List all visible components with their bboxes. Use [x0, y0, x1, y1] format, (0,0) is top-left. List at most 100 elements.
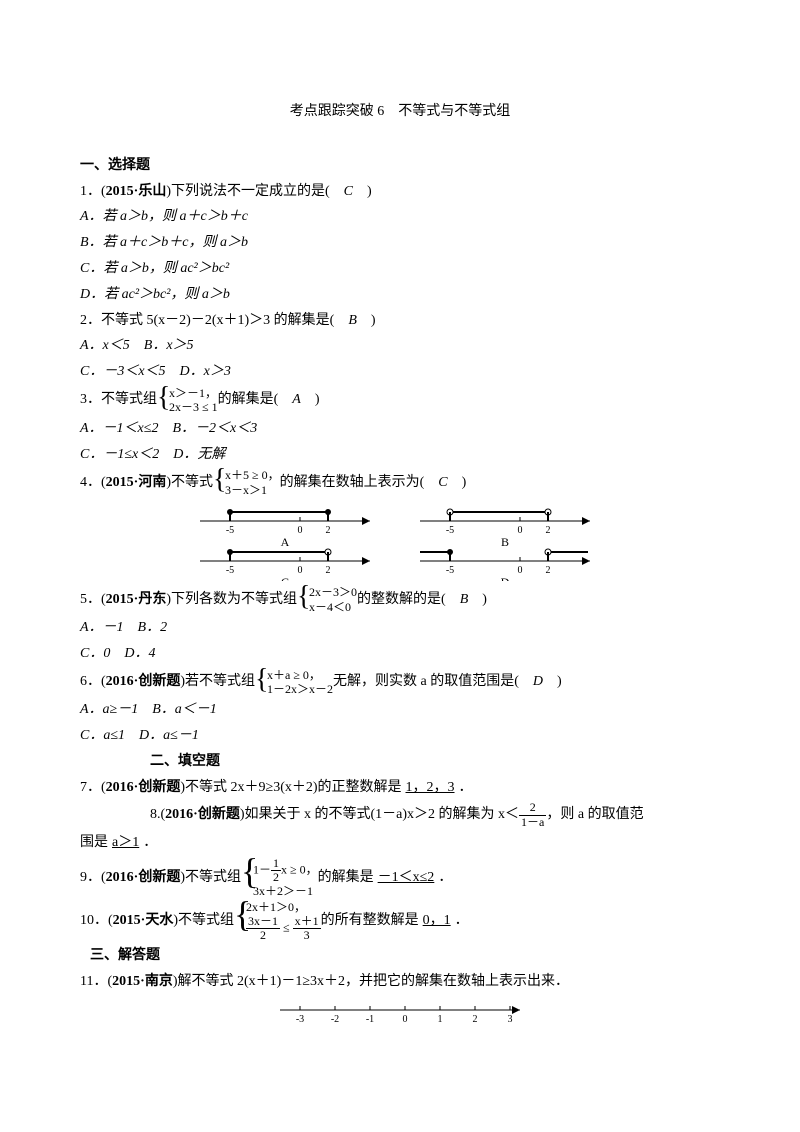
- section-2-heading: 二、填空题: [80, 750, 720, 774]
- q9-l1b: x ≥ 0，: [281, 862, 318, 876]
- svg-text:2: 2: [473, 1014, 478, 1025]
- q11-source: 2015·南京: [112, 974, 173, 989]
- q7-source: 2016·创新题: [106, 780, 181, 795]
- q10-stem-pre: 10．(: [80, 909, 113, 933]
- q11-number-line: -3 -2 -1 0 1 2 3: [80, 998, 720, 1028]
- svg-text:0: 0: [298, 525, 303, 536]
- q3-stem-pre: 3．不等式组: [80, 388, 157, 412]
- q5-options-cd: C．0 D．4: [80, 642, 720, 666]
- q4-label-b: B: [501, 535, 509, 549]
- svg-text:3: 3: [508, 1014, 513, 1025]
- q10-answer: 0，1: [419, 909, 455, 933]
- q6-source: 2016·创新题: [106, 670, 181, 694]
- q6-stem-post: 无解，则实数 a 的取值范围是(: [333, 670, 533, 694]
- question-8: 8.(2016·创新题)如果关于 x 的不等式(1－a)x＞2 的解集为 x＜2…: [80, 801, 720, 828]
- question-8-line2: 围是a＞1．: [80, 831, 720, 855]
- q5-stem-mid: )下列各数为不等式组: [166, 588, 297, 612]
- q2-stem-end: ): [357, 313, 376, 328]
- q8-stem-pre: 8.(: [150, 803, 165, 827]
- q7-answer: 1，2，3: [402, 780, 459, 795]
- q6-line1: x＋a ≥ 0，: [267, 668, 333, 682]
- q5-options-ab: A．－1 B．2: [80, 616, 720, 640]
- q4-number-lines: -5 0 2 A -5 0 2 B -5 0 2: [80, 501, 720, 581]
- q8-end: ．: [143, 835, 157, 850]
- q10-l2b-den: 3: [293, 929, 321, 942]
- q1-option-b: B．若 a＋c＞b＋c，则 a＞b: [80, 231, 720, 255]
- q10-l2a-den: 2: [246, 929, 280, 942]
- svg-text:1: 1: [438, 1014, 443, 1025]
- q6-stem-end: ): [543, 670, 562, 694]
- q1-source: 2015·乐山: [106, 184, 167, 199]
- q9-line2: 3x＋2＞－1: [253, 884, 318, 898]
- q8-line2-pre: 围是: [80, 835, 108, 850]
- q2-stem: 2．不等式 5(x－2)－2(x＋1)＞3 的解集是(: [80, 313, 348, 328]
- q4-stem-mid: )不等式: [166, 471, 213, 495]
- svg-text:2: 2: [326, 565, 331, 576]
- q11-numberline-svg: -3 -2 -1 0 1 2 3: [270, 998, 530, 1028]
- q4-source: 2015·河南: [106, 471, 167, 495]
- q8-frac-den: 1－a: [519, 816, 546, 829]
- q8-answer: a＞1: [108, 835, 143, 850]
- q9-system: 1－12x ≥ 0， 3x＋2＞－1: [241, 857, 318, 899]
- page-title: 考点跟踪突破 6 不等式与不等式组: [80, 100, 720, 124]
- q9-l1-den: 2: [271, 871, 281, 884]
- q1-option-c: C．若 a＞b，则 ac²＞bc²: [80, 257, 720, 281]
- q4-label-a: A: [281, 535, 290, 549]
- question-3: 3．不等式组 x＞－1， 2x－3 ≤ 1 的解集是( A ): [80, 386, 720, 415]
- q8-stem-mid2: ，则 a 的取值范: [546, 803, 643, 827]
- q1-option-a: A．若 a＞b，则 a＋c＞b＋c: [80, 205, 720, 229]
- q1-stem-pre: 1．(: [80, 184, 106, 199]
- question-10: 10．(2015·天水)不等式组 2x＋1＞0， 3x－12 ≤ x＋13 的所…: [80, 900, 720, 942]
- q1-stem-end: ): [353, 184, 372, 199]
- q1-answer: C: [344, 184, 353, 199]
- q10-stem-post: 的所有整数解是: [321, 909, 419, 933]
- svg-text:-2: -2: [331, 1014, 339, 1025]
- svg-text:0: 0: [298, 565, 303, 576]
- q8-stem-mid1: )如果关于 x 的不等式(1－a)x＞2 的解集为 x＜: [240, 803, 519, 827]
- svg-text:-5: -5: [446, 525, 454, 536]
- q3-options-cd: C．－1≤x＜2 D．无解: [80, 443, 720, 467]
- q5-system: 2x－3＞0 x－4＜0: [297, 585, 357, 614]
- q11-stem-post: )解不等式 2(x＋1)－1≥3x＋2，并把它的解集在数轴上表示出来．: [173, 974, 569, 989]
- q10-stem-mid: )不等式组: [173, 909, 234, 933]
- section-3-heading: 三、解答题: [80, 944, 720, 968]
- q6-line2: 1－2x＞x－2: [267, 682, 333, 696]
- q4-numberline-svg: -5 0 2 A -5 0 2 B -5 0 2: [190, 501, 610, 581]
- q4-answer: C: [438, 471, 447, 495]
- q8-source: 2016·创新题: [165, 803, 240, 827]
- q4-stem-pre: 4．(: [80, 471, 106, 495]
- q6-stem-mid: )若不等式组: [180, 670, 255, 694]
- question-11: 11．(2015·南京)解不等式 2(x＋1)－1≥3x＋2，并把它的解集在数轴…: [80, 970, 720, 994]
- q4-label-d: D: [501, 575, 510, 581]
- q5-line1: 2x－3＞0: [309, 585, 357, 599]
- q4-line1: x＋5 ≥ 0，: [225, 468, 280, 482]
- svg-text:0: 0: [403, 1014, 408, 1025]
- question-6: 6．(2016·创新题)若不等式组 x＋a ≥ 0， 1－2x＞x－2 无解，则…: [80, 668, 720, 697]
- q5-source: 2015·丹东: [106, 588, 167, 612]
- svg-text:-5: -5: [226, 565, 234, 576]
- q10-l2a-num: 3x－1: [246, 915, 280, 929]
- q9-stem-mid: )不等式组: [180, 866, 241, 890]
- q10-end: ．: [455, 909, 469, 933]
- svg-text:0: 0: [518, 525, 523, 536]
- svg-text:2: 2: [326, 525, 331, 536]
- q4-stem-post: 的解集在数轴上表示为(: [280, 471, 439, 495]
- q4-system: x＋5 ≥ 0， 3－x＞1: [213, 468, 280, 497]
- q3-line1: x＞－1，: [169, 386, 218, 400]
- q9-stem-post: 的解集是: [318, 866, 374, 890]
- q3-stem-end: ): [301, 388, 320, 412]
- q6-options-cd: C．a≤1 D．a≤－1: [80, 724, 720, 748]
- q5-stem-post: 的整数解的是(: [357, 588, 460, 612]
- q10-frac-a: 3x－12: [246, 915, 280, 942]
- question-2: 2．不等式 5(x－2)－2(x＋1)＞3 的解集是( B ): [80, 309, 720, 333]
- svg-text:-5: -5: [226, 525, 234, 536]
- q10-frac-b: x＋13: [293, 915, 321, 942]
- q11-stem-pre: 11．(: [80, 974, 112, 989]
- q9-stem-pre: 9．(: [80, 866, 106, 890]
- q10-l2-op: ≤: [280, 920, 293, 934]
- q6-options-ab: A．a≥－1 B．a＜－1: [80, 698, 720, 722]
- q5-stem-pre: 5．(: [80, 588, 106, 612]
- q9-source: 2016·创新题: [106, 866, 181, 890]
- q9-l1-frac: 12: [271, 857, 281, 884]
- q2-options-cd: C．－3＜x＜5 D．x＞3: [80, 360, 720, 384]
